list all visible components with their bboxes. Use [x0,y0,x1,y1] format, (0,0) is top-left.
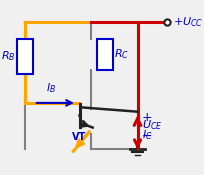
Text: $R_C$: $R_C$ [114,48,129,61]
Text: $R_B$: $R_B$ [1,49,15,63]
Text: $I_B$: $I_B$ [46,81,56,95]
Bar [17,39,33,74]
Text: +: + [142,111,153,124]
Text: $I_C$: $I_C$ [142,128,153,142]
Bar [97,39,113,70]
Text: $U_{CE}$: $U_{CE}$ [142,118,162,132]
Text: −: − [142,130,152,143]
Text: VT: VT [71,132,86,142]
Text: $+U_{CC}$: $+U_{CC}$ [173,15,203,29]
